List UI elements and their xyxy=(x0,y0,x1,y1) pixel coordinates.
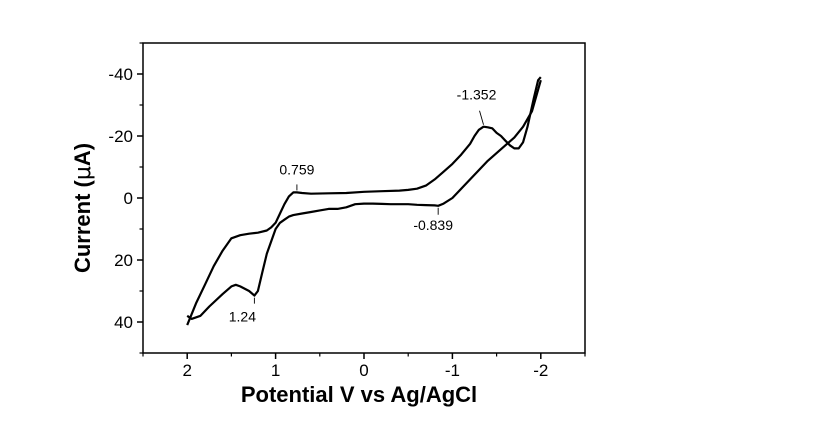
y-axis-title-prefix: Current ( xyxy=(70,179,95,273)
y-tick-label: 0 xyxy=(124,189,133,208)
y-axis-title: Current (μA) xyxy=(70,143,96,273)
cv-curves xyxy=(186,76,542,326)
cv-curve-branch-2 xyxy=(186,76,542,326)
x-tick-label: 1 xyxy=(271,361,280,380)
x-tick-label: -1 xyxy=(445,361,460,380)
x-tick-label: -2 xyxy=(533,361,548,380)
y-tick-label: 40 xyxy=(114,313,133,332)
annotation-leader xyxy=(479,110,484,125)
peak-annotation-label: -0.839 xyxy=(413,217,453,233)
y-axis-title-mu: μ xyxy=(71,166,96,180)
x-tick-label: 2 xyxy=(182,361,191,380)
cv-curve-branch-1 xyxy=(186,79,542,320)
y-tick-label: -40 xyxy=(108,65,133,84)
x-tick-label: 0 xyxy=(359,361,368,380)
peak-annotation-label: -1.352 xyxy=(457,87,497,103)
x-axis-title: Potential V vs Ag/AgCl xyxy=(241,382,477,407)
y-axis-title-suffix: A) xyxy=(70,143,95,166)
peak-annotation-label: 1.24 xyxy=(229,309,256,325)
y-axis-ticks: -40 -20 0 20 40 xyxy=(108,42,143,354)
peak-annotations: -1.352 0.759 -0.839 1.24 xyxy=(229,87,497,325)
y-tick-label: -20 xyxy=(108,127,133,146)
y-tick-label: 20 xyxy=(114,251,133,270)
peak-annotation-label: 0.759 xyxy=(279,161,314,177)
x-axis-ticks: 2 1 0 -1 -2 xyxy=(142,353,586,380)
